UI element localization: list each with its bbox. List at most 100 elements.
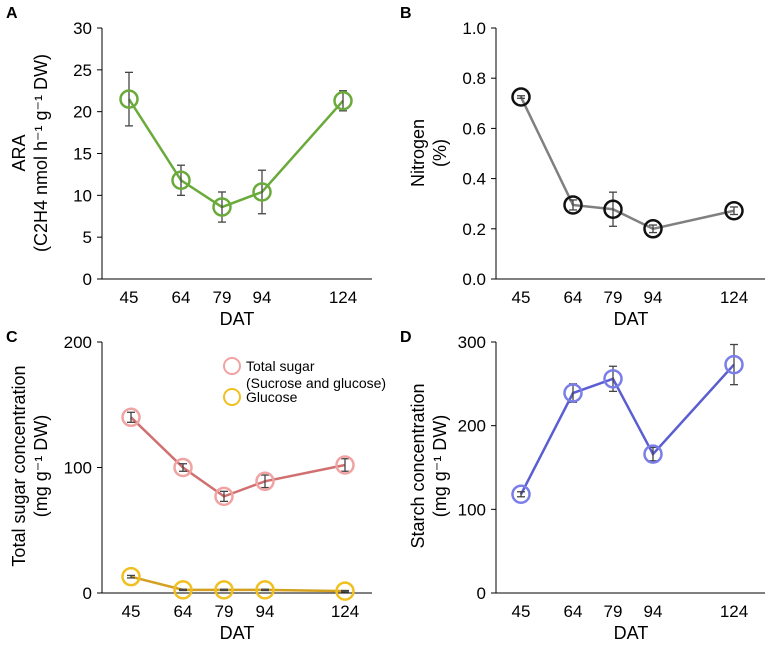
x-tick-label: 94 — [253, 288, 272, 307]
legend-label-total-sugar-line2: (Sucrose and glucose) — [246, 375, 386, 391]
chart-panel-b: 0.0 0.2 0.4 0.6 0.8 1.0 45 64 79 94 124 DAT Nitrogen… — [408, 19, 765, 329]
y-tick-label: 100 — [64, 459, 92, 478]
x-tick-label: 45 — [512, 288, 531, 307]
x-tick-label: 64 — [172, 288, 191, 307]
legend: Total sugar(Sucrose and glucose)Glucose — [223, 357, 386, 406]
y-tick-label: 100 — [458, 500, 486, 519]
y-axis-label-line2: (mg g⁻¹ DW) — [31, 415, 51, 518]
data-point — [173, 580, 193, 600]
y-axis-label-line2: (C2H4 nmol h⁻¹ g⁻¹ DW) — [31, 54, 51, 252]
y-tick-label: 20 — [73, 103, 92, 122]
x-tick-label: 124 — [331, 602, 359, 621]
data-point — [603, 369, 623, 389]
x-tick-label: 64 — [564, 602, 583, 621]
x-tick-label: 124 — [720, 602, 748, 621]
data-point — [255, 471, 275, 492]
series-line — [519, 363, 735, 495]
chart-panel-a: 0 5 10 15 20 25 30 45 64 79 94 124 DAT ARA (C2H4 nmol … — [9, 19, 372, 329]
y-tick-label: 15 — [73, 145, 92, 164]
x-tick-label: 64 — [174, 602, 193, 621]
y-tick-label: 0.0 — [462, 270, 486, 289]
data-point — [333, 91, 353, 111]
y-tick-label: 0.4 — [462, 170, 486, 189]
y-tick-label: 200 — [64, 333, 92, 352]
data-point — [212, 197, 232, 217]
data-point — [119, 89, 139, 109]
x-tick-label: 94 — [256, 602, 275, 621]
x-tick-label: 79 — [213, 288, 232, 307]
data-point — [563, 195, 583, 215]
panel-label-d: D — [400, 329, 412, 346]
y-tick-label: 1.0 — [462, 19, 486, 38]
panel-label-c: C — [6, 329, 18, 346]
data-point — [252, 182, 272, 202]
data-point — [511, 484, 531, 505]
x-axis-label: DAT — [614, 309, 649, 329]
series-line — [519, 96, 735, 231]
data-point — [214, 486, 234, 507]
y-tick-label: 30 — [73, 19, 92, 38]
y-tick-label: 0 — [83, 270, 92, 289]
x-axis-label: DAT — [220, 623, 255, 643]
series-1 — [121, 407, 355, 507]
panel-label-a: A — [6, 5, 18, 22]
y-tick-label: 25 — [73, 61, 92, 80]
y-tick-label: 5 — [83, 228, 92, 247]
chart-panel-d: 0 100 200 300 45 64 79 94 124 DAT Starch concentra… — [408, 333, 765, 643]
y-tick-label: 0.2 — [462, 220, 486, 239]
y-axis-label-line1: Starch concentration — [408, 383, 428, 548]
y-tick-label: 200 — [458, 417, 486, 436]
y-axis-label: ARA (C2H4 nmol h⁻¹ g⁻¹ DW) — [9, 54, 51, 252]
x-tick-label: 124 — [720, 288, 748, 307]
series-1 — [119, 71, 353, 223]
data-point — [121, 407, 141, 428]
x-tick-label: 45 — [512, 602, 531, 621]
x-axis-label: DAT — [220, 309, 255, 329]
y-tick-label: 0.6 — [462, 119, 486, 138]
y-axis-label-line1: ARA — [9, 134, 29, 171]
series-line — [127, 98, 344, 209]
x-tick-label: 94 — [644, 602, 663, 621]
x-tick-label: 94 — [644, 288, 663, 307]
chart-panel-c: 0 100 200 45 64 79 94 124 DAT Total sugar concent… — [9, 333, 386, 643]
data-point — [643, 219, 663, 239]
data-point — [171, 170, 191, 191]
y-axis-label-line1: Total sugar concentration — [9, 365, 29, 566]
data-point — [335, 455, 355, 475]
data-point — [603, 199, 623, 219]
x-tick-label: 79 — [215, 602, 234, 621]
x-tick-label: 79 — [604, 602, 623, 621]
y-tick-label: 10 — [73, 186, 92, 205]
y-axis-label-line1: Nitrogen — [408, 119, 428, 187]
data-point — [121, 566, 141, 587]
y-tick-label: 300 — [458, 333, 486, 352]
legend-label-total-sugar-line1: Total sugar — [246, 358, 315, 374]
series-1 — [511, 343, 744, 505]
y-axis-label-line2: (mg g⁻¹ DW) — [430, 415, 450, 518]
y-tick-label: 0 — [477, 584, 486, 603]
x-axis-label: DAT — [614, 623, 649, 643]
x-tick-label: 79 — [604, 288, 623, 307]
data-point — [511, 87, 531, 107]
data-point — [214, 580, 234, 600]
data-point — [724, 200, 744, 221]
x-tick-label: 45 — [120, 288, 139, 307]
series-1 — [511, 87, 744, 239]
y-tick-label: 0 — [83, 584, 92, 603]
data-point — [724, 354, 744, 375]
data-point — [563, 383, 583, 403]
data-point — [255, 580, 275, 600]
data-point — [173, 457, 193, 478]
legend-marker-glucose — [223, 388, 241, 406]
x-tick-label: 45 — [122, 602, 141, 621]
legend-marker-total-sugar — [223, 357, 241, 375]
x-tick-label: 64 — [564, 288, 583, 307]
y-axis-label: Nitrogen (%) — [408, 119, 450, 187]
data-point — [643, 444, 663, 464]
series-line — [130, 575, 346, 593]
series-line — [130, 416, 346, 498]
series-2 — [121, 566, 355, 601]
y-tick-label: 0.8 — [462, 69, 486, 88]
y-axis-label-line2: (%) — [430, 139, 450, 167]
